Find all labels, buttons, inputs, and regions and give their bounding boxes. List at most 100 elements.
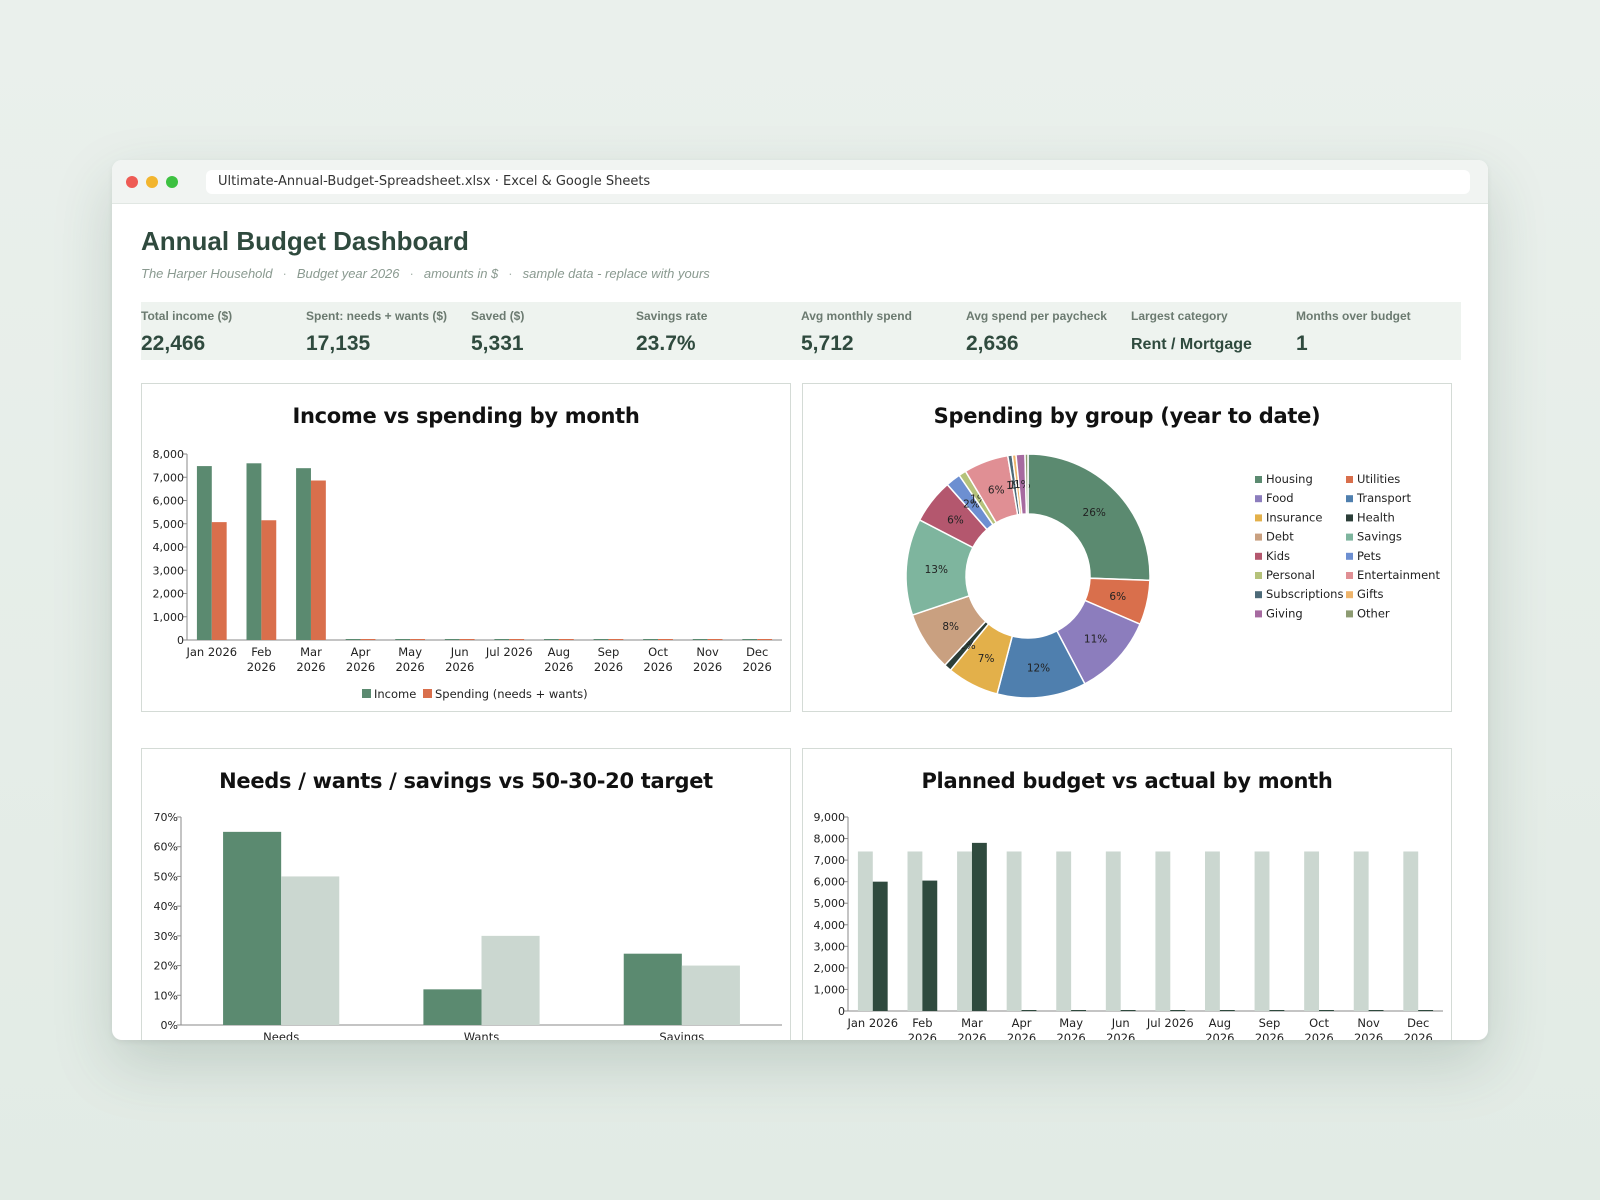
x-tick-label: Needs: [263, 1030, 299, 1040]
x-tick-label: May: [1059, 1016, 1083, 1030]
x-tick-label: 2026: [1404, 1031, 1433, 1040]
y-tick-label: 9,000: [814, 811, 846, 824]
bar-spending-needs-wants-: [211, 522, 227, 640]
x-tick-label: Mar: [300, 645, 322, 659]
x-tick-label: Sep: [598, 645, 620, 659]
bar-spending-needs-wants-: [261, 520, 277, 640]
x-tick-label: 2026: [693, 660, 722, 674]
y-tick-label: 8,000: [153, 448, 185, 461]
spending-by-group-chart: 26%6%11%12%7%1%8%13%6%2%1%6% 1%1%1% Housin…: [905, 453, 1440, 699]
x-tick-label: 2026: [445, 660, 474, 674]
kpi-months-over-budget: Months over budget 1: [1296, 302, 1461, 360]
x-tick-label: Nov: [1357, 1016, 1380, 1030]
x-tick-label: Sep: [1259, 1016, 1281, 1030]
address-bar[interactable]: Ultimate-Annual-Budget-Spreadsheet.xlsx …: [206, 170, 1470, 194]
legend-label-spending: Spending (needs + wants): [435, 687, 588, 701]
bar-actual: [1120, 1010, 1136, 1011]
planned-vs-actual-chart: 0 1,000 2,000 3,000 4,000 5,000 6,000 7,000 8,00…: [814, 811, 1443, 1040]
bar-spending-needs-wants-: [707, 639, 723, 640]
x-tick-label: 2026: [1056, 1031, 1085, 1040]
y-tick-label: 7,000: [814, 854, 846, 867]
bar-planned: [1056, 851, 1072, 1011]
kpi-value: 5,331: [471, 332, 524, 355]
legend-label: Food: [1266, 491, 1294, 505]
y-tick-label: 2,000: [814, 962, 846, 975]
legend-label: Entertainment: [1357, 568, 1440, 582]
bar-planned: [857, 851, 873, 1011]
page-title: Annual Budget Dashboard: [141, 226, 469, 256]
chart-title: Planned budget vs actual by month: [921, 769, 1333, 793]
sample-note: sample data - replace with yours: [522, 266, 710, 281]
bar-actual: [922, 880, 938, 1011]
y-tick-label: 30%: [154, 930, 178, 943]
donut-data-label: 12%: [1027, 662, 1050, 674]
x-tick-label: 2026: [395, 660, 424, 674]
x-tick-label: 2026: [247, 660, 276, 674]
bar-planned: [1105, 851, 1121, 1011]
legend-label: Pets: [1357, 549, 1381, 563]
app-window: Ultimate-Annual-Budget-Spreadsheet.xlsx …: [112, 160, 1488, 1040]
household-name: The Harper Household: [141, 266, 273, 281]
y-tick-label: 5,000: [814, 897, 846, 910]
y-tick-label: 3,000: [153, 564, 185, 577]
y-tick-label: 5,000: [153, 518, 185, 531]
donut-data-label: 11%: [1084, 633, 1107, 645]
x-tick-label: 2026: [957, 1031, 986, 1040]
bar-actual: [1319, 1010, 1334, 1011]
x-tick-label: Jun: [450, 645, 469, 659]
spending-by-group-panel: Spending by group (year to date) 26% 6% 11…: [802, 383, 1452, 712]
kpi-label: Saved ($): [471, 309, 525, 323]
legend-label: Giving: [1266, 606, 1303, 620]
bar-target: [681, 965, 740, 1025]
title-bar: Ultimate-Annual-Budget-Spreadsheet.xlsx …: [112, 160, 1488, 204]
x-tick-label: 2026: [1255, 1031, 1284, 1040]
bar-actual: [423, 989, 482, 1025]
dashboard: Annual Budget Dashboard The Harper House…: [112, 204, 1488, 1040]
y-tick-label: 1,000: [814, 983, 846, 996]
y-tick-label: 40%: [154, 900, 178, 913]
bar-actual: [623, 953, 682, 1025]
bar-income: [692, 639, 708, 640]
legend-swatch-spending: [423, 689, 432, 698]
y-tick-label: 20%: [154, 960, 178, 973]
income-vs-spending-chart: 0 1,000 2,000 3,000 4,000 5,000 6,000 7,000 8,00…: [153, 448, 782, 701]
donut-slice-housing: [1027, 453, 1151, 582]
legend-label: Personal: [1266, 568, 1315, 582]
bar-actual: [223, 831, 282, 1025]
y-tick-label: 6,000: [814, 876, 846, 889]
y-tick-label: 4,000: [153, 541, 185, 554]
x-tick-label: 2026: [346, 660, 375, 674]
x-tick-label: Aug: [548, 645, 570, 659]
x-tick-label: 2026: [743, 660, 772, 674]
legend-label: Gifts: [1357, 587, 1383, 601]
legend-swatch: [1346, 572, 1353, 579]
x-tick-label: 2026: [1354, 1031, 1383, 1040]
bar-spending-needs-wants-: [658, 639, 673, 640]
x-tick-label: Jun: [1111, 1016, 1130, 1030]
bar-spending-needs-wants-: [509, 639, 525, 640]
maximize-window-button[interactable]: [166, 176, 178, 188]
bar-target: [281, 876, 340, 1025]
close-window-button[interactable]: [126, 176, 138, 188]
bar-actual: [1219, 1010, 1235, 1011]
bar-income: [196, 466, 212, 640]
bar-income: [544, 639, 559, 640]
donut-data-label: 2%: [963, 498, 980, 510]
y-tick-label: 70%: [154, 811, 178, 824]
kpi-largest-category: Largest category Rent / Mortgage: [1131, 302, 1296, 360]
x-tick-label: 2026: [1205, 1031, 1234, 1040]
bar-income: [742, 639, 758, 640]
chart-title: Spending by group (year to date): [933, 404, 1321, 428]
bar-income: [246, 463, 262, 640]
x-tick-label: Mar: [961, 1016, 983, 1030]
bar-actual: [1418, 1010, 1434, 1011]
bar-planned: [1254, 851, 1270, 1011]
bar-target: [481, 935, 540, 1025]
bar-planned: [1006, 851, 1022, 1011]
kpi-label: Savings rate: [636, 309, 708, 323]
legend-label: Other: [1357, 606, 1390, 620]
bar-actual: [1269, 1010, 1285, 1011]
donut-slice-other: [1024, 453, 1029, 515]
legend-label: Insurance: [1266, 510, 1322, 524]
minimize-window-button[interactable]: [146, 176, 158, 188]
